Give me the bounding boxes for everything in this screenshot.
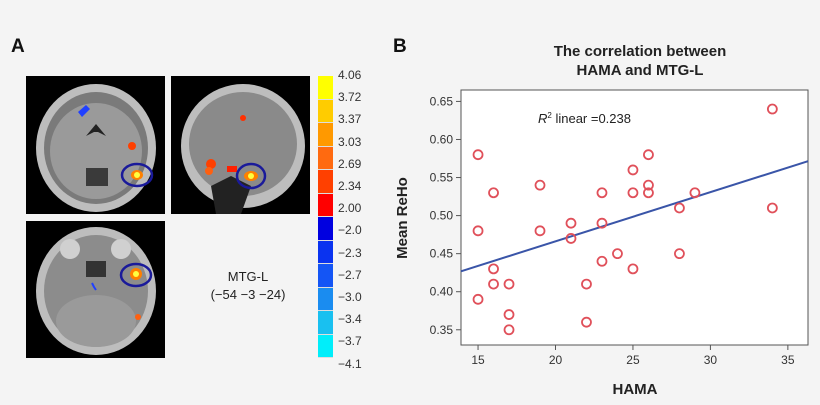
- y-tick-label: 0.50: [430, 209, 454, 223]
- colorbar-tick-label: −3.0: [338, 290, 362, 304]
- colorbar-tick-label: 2.00: [338, 201, 362, 216]
- colorbar-segment: [318, 311, 333, 335]
- data-point: [643, 149, 654, 161]
- sagittal-brain-image: [171, 76, 310, 214]
- data-point: [643, 179, 654, 191]
- chart-title: The correlation between HAMA and MTG-L: [470, 42, 810, 80]
- data-point: [503, 278, 515, 290]
- colorbar-tick-label: −3.7: [338, 334, 362, 349]
- y-tick-label: 0.40: [430, 285, 454, 299]
- coronal-brain-image: [26, 76, 165, 214]
- data-point: [643, 187, 654, 199]
- y-tick-label: 0.35: [430, 323, 454, 337]
- roi-coordinates: (−54 −3 −24): [210, 287, 286, 302]
- x-tick-label: 15: [471, 353, 485, 367]
- data-point: [488, 278, 499, 290]
- fit-line: [460, 160, 809, 273]
- data-point: [488, 263, 499, 275]
- colorbar-segment: [318, 99, 333, 123]
- colorbar-tick-label: 4.06: [338, 68, 362, 82]
- colorbar-tick-label: 2.69: [338, 156, 362, 171]
- data-point: [627, 187, 639, 199]
- x-tick-label: 20: [549, 353, 563, 367]
- colorbar-tick-label: 2.34: [338, 179, 362, 193]
- colorbar-segment: [318, 76, 333, 100]
- colorbar-tick-label: −2.7: [338, 267, 362, 282]
- data-point: [472, 225, 484, 237]
- x-tick-label: 25: [626, 353, 640, 367]
- roi-circle: [235, 162, 267, 190]
- data-point: [503, 324, 515, 336]
- colorbar-tick-label: −2.0: [338, 223, 362, 238]
- plot-area: [460, 89, 809, 346]
- data-point: [503, 309, 515, 320]
- colorbar: [318, 76, 333, 358]
- data-point: [689, 187, 701, 199]
- data-point: [534, 225, 546, 237]
- panel-b-label: B: [393, 36, 407, 57]
- y-axis-label: Mean ReHo: [394, 177, 411, 259]
- colorbar-tick-label: −4.1: [338, 356, 362, 371]
- colorbar-segment: [318, 146, 333, 170]
- data-point: [581, 316, 592, 328]
- data-point: [674, 248, 685, 260]
- data-point: [627, 263, 639, 275]
- colorbar-segment: [318, 193, 333, 217]
- data-point: [488, 187, 499, 199]
- data-point: [472, 149, 484, 161]
- panel-a-label: A: [11, 36, 25, 57]
- y-tick-label: 0.60: [430, 132, 454, 146]
- x-axis-label: HAMA: [613, 381, 658, 398]
- data-point: [581, 278, 592, 290]
- data-point: [596, 255, 608, 267]
- blue-cluster: [91, 282, 97, 291]
- colorbar-segment: [318, 334, 333, 358]
- data-point: [596, 187, 608, 199]
- x-tick-label: 30: [704, 353, 718, 367]
- data-point: [472, 293, 484, 305]
- data-point: [674, 202, 685, 214]
- data-point: [565, 233, 577, 244]
- colorbar-tick-label: 3.37: [338, 112, 362, 127]
- colorbar-segment: [318, 240, 333, 264]
- colorbar-segment: [318, 217, 333, 241]
- r2-annotation: R2 linear =0.238: [538, 111, 631, 126]
- blue-cluster: [78, 105, 90, 117]
- colorbar-segment: [318, 170, 333, 194]
- roi-circle: [119, 262, 153, 288]
- colorbar-tick-label: 3.03: [338, 134, 362, 149]
- colorbar-tick-label: −3.4: [338, 312, 362, 327]
- axial-brain-image: [26, 221, 165, 358]
- data-point: [612, 248, 623, 260]
- roi-circle: [120, 162, 154, 188]
- data-point: [596, 217, 608, 229]
- data-point: [627, 164, 639, 176]
- colorbar-segment: [318, 264, 333, 288]
- colorbar-tick-label: 3.72: [338, 90, 362, 105]
- chart-title-line-2: HAMA and MTG-L: [576, 62, 704, 79]
- data-point: [565, 217, 577, 229]
- chart-title-line-1: The correlation between: [553, 43, 727, 60]
- colorbar-tick-label: −2.3: [338, 245, 362, 260]
- roi-name: MTG-L: [227, 269, 269, 284]
- colorbar-segment: [318, 123, 333, 147]
- y-tick-label: 0.65: [430, 94, 454, 108]
- data-point: [766, 103, 778, 115]
- colorbar-segment: [318, 287, 333, 311]
- data-point: [534, 179, 546, 191]
- data-point: [766, 202, 778, 214]
- y-tick-label: 0.55: [430, 171, 454, 185]
- y-tick-label: 0.45: [430, 247, 454, 261]
- x-tick-label: 35: [781, 353, 795, 367]
